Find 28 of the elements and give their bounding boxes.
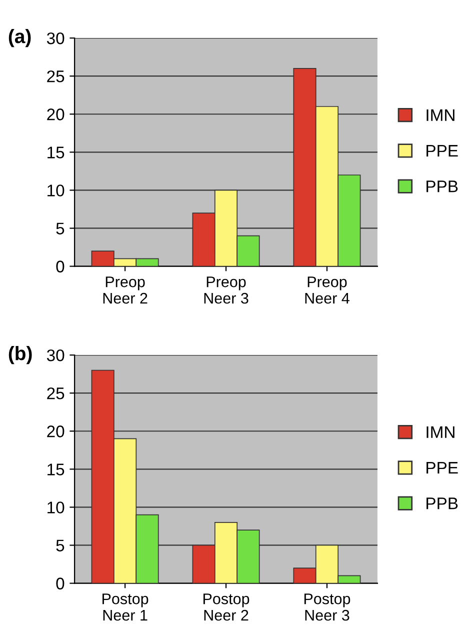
y-tick-label: 25 [47, 387, 64, 400]
y-tick-label: 10 [48, 502, 64, 514]
legend-label: PPE [426, 462, 458, 474]
y-tick-label: 10 [48, 184, 64, 196]
y-tick-label: 5 [56, 222, 64, 234]
legend-label: PPB [426, 180, 458, 192]
x-tick-label: Preop Neer 3 [204, 276, 248, 304]
legend-label: PPE [426, 145, 458, 157]
x-tick-label: Postop Neer 1 [102, 594, 148, 621]
y-tick-label: 25 [47, 70, 64, 82]
y-tick-label: 0 [56, 578, 64, 590]
y-tick-label: 20 [47, 426, 64, 438]
legend-label: IMN [426, 426, 454, 438]
y-tick-label: 15 [48, 464, 64, 476]
y-tick-label: 30 [46, 349, 64, 362]
chart-title: (b) [8, 346, 32, 364]
y-tick-label: 30 [46, 32, 64, 44]
y-tick-label: 0 [56, 260, 64, 272]
y-tick-label: 15 [48, 146, 64, 158]
legend-label: IMN [426, 109, 454, 121]
y-tick-label: 20 [47, 108, 64, 120]
x-tick-label: Preop Neer 2 [103, 276, 148, 304]
legend-label: PPB [426, 498, 458, 510]
x-tick-label: Postop Neer 2 [203, 594, 250, 621]
chart-title: (a) [8, 28, 31, 48]
x-tick-label: Preop Neer 4 [305, 276, 350, 304]
x-tick-label: Postop Neer 3 [304, 594, 350, 621]
y-tick-label: 5 [56, 540, 64, 552]
